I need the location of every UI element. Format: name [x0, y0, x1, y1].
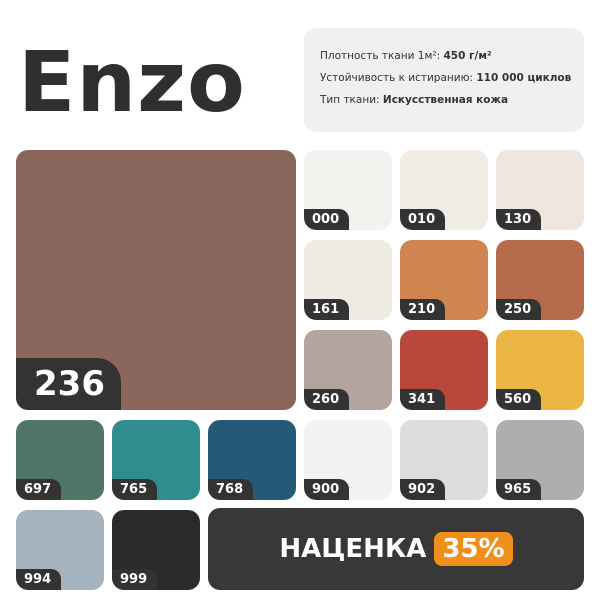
abrasion-value: 110 000 циклов: [476, 72, 572, 84]
swatch-768: 768: [208, 420, 296, 500]
swatch-code: 560: [496, 389, 542, 410]
swatch-code: 341: [400, 389, 446, 410]
swatch-code: 010: [400, 209, 446, 230]
swatch-130: 130: [496, 150, 584, 230]
swatch-999: 999: [112, 510, 200, 590]
markup-percent: 35%: [434, 532, 513, 566]
swatch-code: 161: [304, 299, 350, 320]
abrasion-label: Устойчивость к истиранию:: [320, 72, 473, 84]
markup-label: НАЦЕНКА: [279, 534, 427, 564]
swatch-560: 560: [496, 330, 584, 410]
spec-abrasion: Устойчивость к истиранию: 110 000 циклов: [320, 72, 584, 94]
swatch-code: 236: [16, 358, 121, 410]
type-label: Тип ткани:: [320, 94, 380, 106]
swatch-code: 210: [400, 299, 446, 320]
swatch-260: 260: [304, 330, 392, 410]
swatch-code: 260: [304, 389, 350, 410]
swatch-010: 010: [400, 150, 488, 230]
swatch-697: 697: [16, 420, 104, 500]
featured-swatch: 236: [16, 150, 296, 410]
swatch-code: 999: [112, 569, 158, 590]
density-value: 450 г/м²: [443, 50, 492, 62]
product-title: Enzo: [18, 33, 246, 131]
swatch-900: 900: [304, 420, 392, 500]
markup-banner: НАЦЕНКА 35%: [208, 508, 584, 590]
swatch-161: 161: [304, 240, 392, 320]
swatch-code: 900: [304, 479, 350, 500]
specs-panel: Плотность ткани 1м²: 450 г/м² Устойчивос…: [304, 28, 584, 132]
swatch-250: 250: [496, 240, 584, 320]
type-value: Искусственная кожа: [382, 94, 509, 106]
swatch-code: 994: [16, 569, 62, 590]
spec-density: Плотность ткани 1м²: 450 г/м²: [320, 50, 584, 72]
swatch-341: 341: [400, 330, 488, 410]
swatch-code: 000: [304, 209, 350, 230]
swatch-code: 130: [496, 209, 542, 230]
swatch-code: 902: [400, 479, 446, 500]
swatch-000: 000: [304, 150, 392, 230]
swatch-code: 250: [496, 299, 542, 320]
spec-type: Тип ткани: Искусственная кожа: [320, 94, 584, 116]
swatch-965: 965: [496, 420, 584, 500]
swatch-902: 902: [400, 420, 488, 500]
swatch-code: 965: [496, 479, 542, 500]
swatch-code: 765: [112, 479, 158, 500]
swatch-210: 210: [400, 240, 488, 320]
density-label: Плотность ткани 1м²:: [320, 50, 441, 62]
swatch-994: 994: [16, 510, 104, 590]
swatch-765: 765: [112, 420, 200, 500]
swatch-code: 768: [208, 479, 254, 500]
swatch-code: 697: [16, 479, 62, 500]
